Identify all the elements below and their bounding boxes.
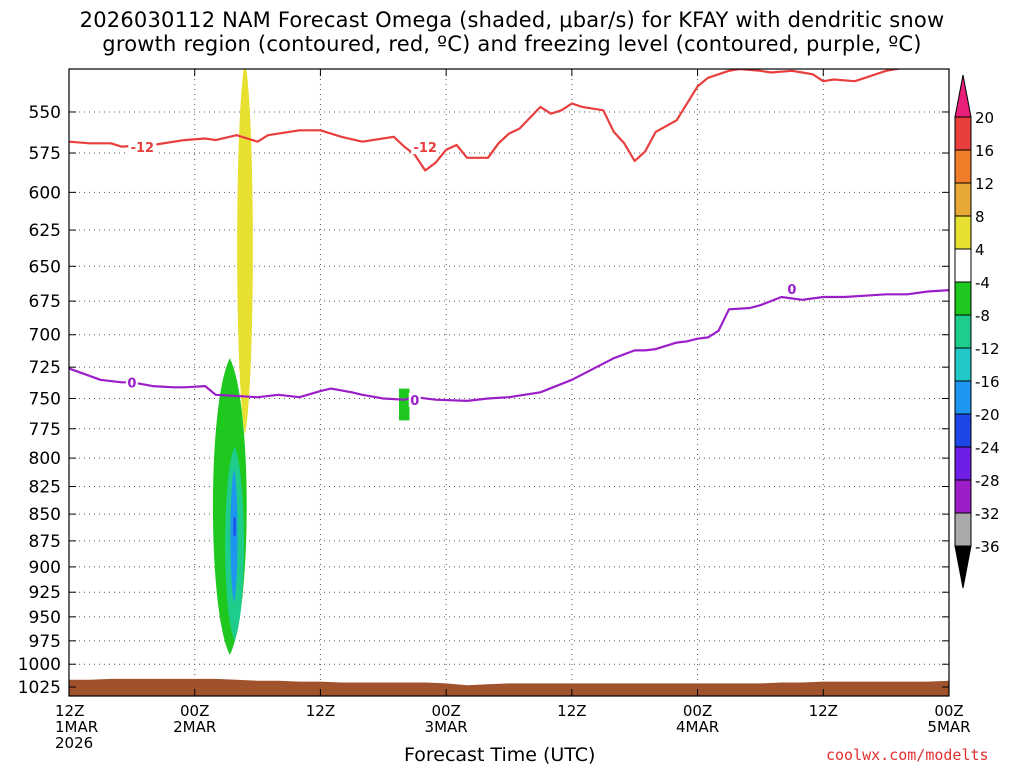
y-tick-label-1000: 1000 bbox=[18, 655, 61, 675]
contour-label-bg-4 bbox=[785, 282, 798, 297]
colorbar-swatch-1 bbox=[954, 149, 972, 184]
colorbar-label-8: -16 bbox=[975, 373, 1000, 391]
y-tick-label-550: 550 bbox=[29, 103, 61, 123]
x-tick-label-5-1: 4MAR bbox=[676, 718, 719, 736]
y-tick-label-850: 850 bbox=[29, 505, 61, 525]
x-tick-label-0-1: 1MAR bbox=[55, 718, 98, 736]
y-axis: 550 575 600 625 650 675 700 725 750 775 800 825 850 8… bbox=[18, 103, 949, 698]
colorbar-swatch-0 bbox=[954, 116, 972, 151]
x-tick-label-1-0: 00Z bbox=[180, 702, 209, 720]
colorbar-swatch-5 bbox=[954, 281, 972, 316]
colorbar-label-11: -28 bbox=[975, 472, 1000, 490]
omega-shading bbox=[212, 69, 410, 655]
colorbar-swatch-3 bbox=[954, 215, 972, 250]
omega-region-2 bbox=[230, 469, 238, 603]
contour-label-0: -12 bbox=[131, 141, 155, 156]
plot-frame bbox=[68, 68, 950, 697]
colorbar-swatch-9 bbox=[954, 413, 972, 448]
y-tick-label-600: 600 bbox=[29, 183, 61, 203]
colorbar-swatch-11 bbox=[954, 479, 972, 514]
source-credit: coolwx.com/modelts bbox=[826, 746, 989, 764]
x-tick-label-3-1: 3MAR bbox=[425, 718, 468, 736]
colorbar-swatch-8 bbox=[954, 380, 972, 415]
y-tick-label-650: 650 bbox=[29, 257, 61, 277]
plot-border bbox=[68, 68, 950, 697]
y-tick-label-825: 825 bbox=[29, 478, 61, 498]
y-tick-label-875: 875 bbox=[29, 532, 61, 552]
colorbar-swatch-6 bbox=[954, 314, 972, 349]
y-tick-label-625: 625 bbox=[29, 221, 61, 241]
y-tick-label-775: 775 bbox=[29, 420, 61, 440]
colorbar-label-1: 16 bbox=[975, 142, 994, 160]
plot-background bbox=[69, 69, 949, 696]
y-tick-label-675: 675 bbox=[29, 292, 61, 312]
y-tick-label-725: 725 bbox=[29, 358, 61, 378]
x-tick-label-0-0: 12Z bbox=[55, 702, 84, 720]
colorbar-arrow-bottom bbox=[954, 545, 972, 589]
x-axis-label: Forecast Time (UTC) bbox=[404, 744, 596, 766]
contour-label-2: 0 bbox=[127, 377, 136, 392]
chart-title: 2026030112 NAM Forecast Omega (shaded, μ… bbox=[0, 8, 1024, 56]
plot-area bbox=[69, 69, 949, 696]
contour-series-1 bbox=[69, 289, 949, 402]
contour-label-bg-2 bbox=[125, 375, 138, 390]
x-tick-label-6-0: 12Z bbox=[809, 702, 838, 720]
y-tick-label-975: 975 bbox=[29, 632, 61, 652]
colorbar-label-0: 20 bbox=[975, 109, 994, 127]
contour-series-0 bbox=[69, 69, 904, 172]
colorbar-label-2: 12 bbox=[975, 175, 994, 193]
contour-label-1: -12 bbox=[413, 141, 437, 156]
x-tick-label-1-1: 2MAR bbox=[173, 718, 216, 736]
chart-title-line-1: 2026030112 NAM Forecast Omega (shaded, μ… bbox=[79, 8, 945, 32]
colorbar-label-6: -8 bbox=[975, 307, 990, 325]
terrain-shading bbox=[69, 678, 949, 696]
x-tick-label-0-2: 2026 bbox=[55, 734, 93, 752]
contour-label-3: 0 bbox=[410, 394, 419, 409]
y-tick-label-925: 925 bbox=[29, 583, 61, 603]
colorbar-label-10: -24 bbox=[975, 439, 1000, 457]
omega-region-3 bbox=[233, 517, 236, 536]
colorbar-label-9: -20 bbox=[975, 406, 1000, 424]
x-tick-label-4-0: 12Z bbox=[557, 702, 586, 720]
colorbar-label-7: -12 bbox=[975, 340, 1000, 358]
colorbar-label-4: 4 bbox=[975, 241, 985, 259]
chart-title-line-2: growth region (contoured, red, ºC) and f… bbox=[102, 32, 922, 56]
colorbar-label-3: 8 bbox=[975, 208, 985, 226]
colorbar-swatch-4 bbox=[954, 248, 972, 283]
y-tick-label-700: 700 bbox=[29, 326, 61, 346]
colorbar-swatch-7 bbox=[954, 347, 972, 382]
colorbar-arrow-top bbox=[954, 74, 972, 118]
y-tick-label-750: 750 bbox=[29, 389, 61, 409]
y-tick-label-950: 950 bbox=[29, 608, 61, 628]
colorbar: 20 16 12 8 4 -4 -8 -12 -16 -20 -24 -28 -32 -36 bbox=[954, 74, 1000, 589]
contour-label-4: 0 bbox=[787, 283, 796, 298]
omega-region-5 bbox=[399, 388, 410, 421]
y-tick-label-575: 575 bbox=[29, 144, 61, 164]
x-tick-label-5-0: 00Z bbox=[683, 702, 712, 720]
colorbar-label-12: -32 bbox=[975, 505, 1000, 523]
contour-label-bg-3 bbox=[408, 392, 421, 407]
x-tick-label-7-0: 00Z bbox=[934, 702, 963, 720]
y-tick-label-1025: 1025 bbox=[18, 678, 61, 698]
contour-label-bg-0 bbox=[128, 140, 157, 155]
colorbar-swatch-12 bbox=[954, 512, 972, 547]
contour-lines bbox=[69, 69, 949, 402]
terrain-fill bbox=[69, 678, 949, 696]
y-tick-label-800: 800 bbox=[29, 449, 61, 469]
colorbar-swatch-2 bbox=[954, 182, 972, 217]
x-tick-label-2-0: 12Z bbox=[306, 702, 335, 720]
y-tick-label-900: 900 bbox=[29, 558, 61, 578]
contour-labels: -12 -12 0 0 0 bbox=[125, 140, 798, 409]
colorbar-swatch-10 bbox=[954, 446, 972, 481]
contour-label-bg-1 bbox=[411, 140, 440, 155]
x-tick-label-3-0: 00Z bbox=[431, 702, 460, 720]
colorbar-label-5: -4 bbox=[975, 274, 990, 292]
x-tick-label-7-1: 5MAR bbox=[927, 718, 970, 736]
colorbar-label-13: -36 bbox=[975, 538, 1000, 556]
omega-region-4 bbox=[237, 69, 253, 435]
